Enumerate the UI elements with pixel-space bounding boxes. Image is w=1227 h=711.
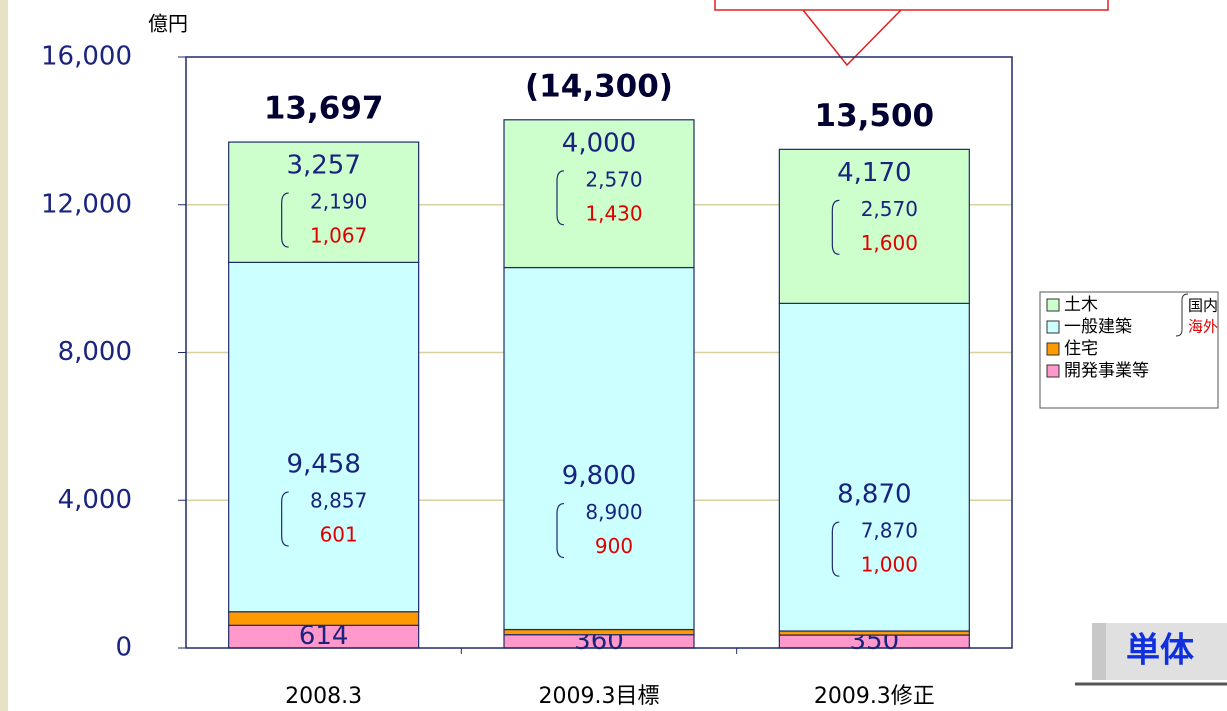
segment-label: 9,458 (286, 450, 360, 480)
legend-bracket (1175, 293, 1189, 337)
x-tick-label: 2009.3修正 (814, 684, 935, 709)
legend-breakdown: 海外 (1188, 318, 1218, 336)
breakdown-bracket (831, 199, 840, 255)
segment-label: 4,170 (837, 158, 911, 188)
overseas-label: 1,430 (585, 201, 642, 225)
bar-segment (228, 141, 420, 263)
segment-label: 614 (299, 621, 349, 651)
breakdown-bracket (281, 192, 289, 248)
legend-label: 開発事業等 (1064, 361, 1149, 381)
y-tick-label: 16,000 (41, 42, 132, 72)
breakdown-bracket (281, 491, 289, 547)
x-tick-label: 2008.3 (285, 684, 362, 709)
legend-swatch (1046, 298, 1060, 312)
badge-accent (1092, 623, 1106, 680)
legend-label: 一般建築 (1064, 317, 1132, 337)
callout (714, 0, 1109, 67)
y-tick-label: 4,000 (58, 485, 132, 515)
y-tick-label: 8,000 (58, 337, 132, 367)
breakdown-bracket (831, 521, 840, 577)
side-stripe (0, 0, 8, 711)
y-tick-label: 12,000 (41, 189, 132, 219)
domestic-label: 8,900 (585, 500, 642, 524)
overseas-label: 900 (595, 534, 633, 558)
segment-label: 8,870 (837, 480, 911, 510)
bar-segment (228, 261, 420, 613)
domestic-label: 2,190 (310, 190, 367, 214)
total-label: 13,500 (815, 98, 935, 134)
legend-swatch (1046, 342, 1060, 356)
breakdown-bracket (556, 170, 565, 226)
total-label: 13,697 (264, 91, 384, 127)
y-tick-label: 0 (115, 633, 132, 663)
overseas-label: 1,067 (310, 224, 367, 248)
breakdown-bracket (556, 502, 565, 559)
legend-box (1039, 291, 1219, 409)
legend-swatch (1046, 320, 1060, 334)
segment-label: 3,257 (286, 151, 360, 181)
domestic-label: 2,570 (861, 197, 918, 221)
legend-label: 土木 (1064, 295, 1098, 315)
legend-breakdown: 国内 (1188, 297, 1218, 315)
overseas-label: 601 (320, 523, 358, 547)
total-label: (14,300) (525, 68, 673, 104)
domestic-label: 7,870 (861, 519, 918, 543)
domestic-label: 2,570 (585, 167, 642, 191)
legend-label: 住宅 (1064, 339, 1098, 359)
bar-segment (503, 119, 695, 269)
overseas-label: 1,600 (861, 231, 918, 255)
unit-label: 億円 (148, 12, 188, 36)
segment-label: 4,000 (562, 128, 636, 158)
legend-swatch (1046, 364, 1060, 378)
domestic-label: 8,857 (310, 489, 367, 513)
badge-box (1092, 623, 1227, 680)
overseas-label: 1,000 (861, 553, 918, 577)
bar-segment (503, 266, 695, 631)
badge: 単体 (1126, 631, 1194, 671)
x-tick-label: 2009.3目標 (539, 684, 660, 709)
bar-segment (778, 302, 970, 632)
segment-label: 9,800 (562, 461, 636, 491)
plot-frame (185, 56, 1013, 649)
bar-segment (778, 148, 970, 304)
